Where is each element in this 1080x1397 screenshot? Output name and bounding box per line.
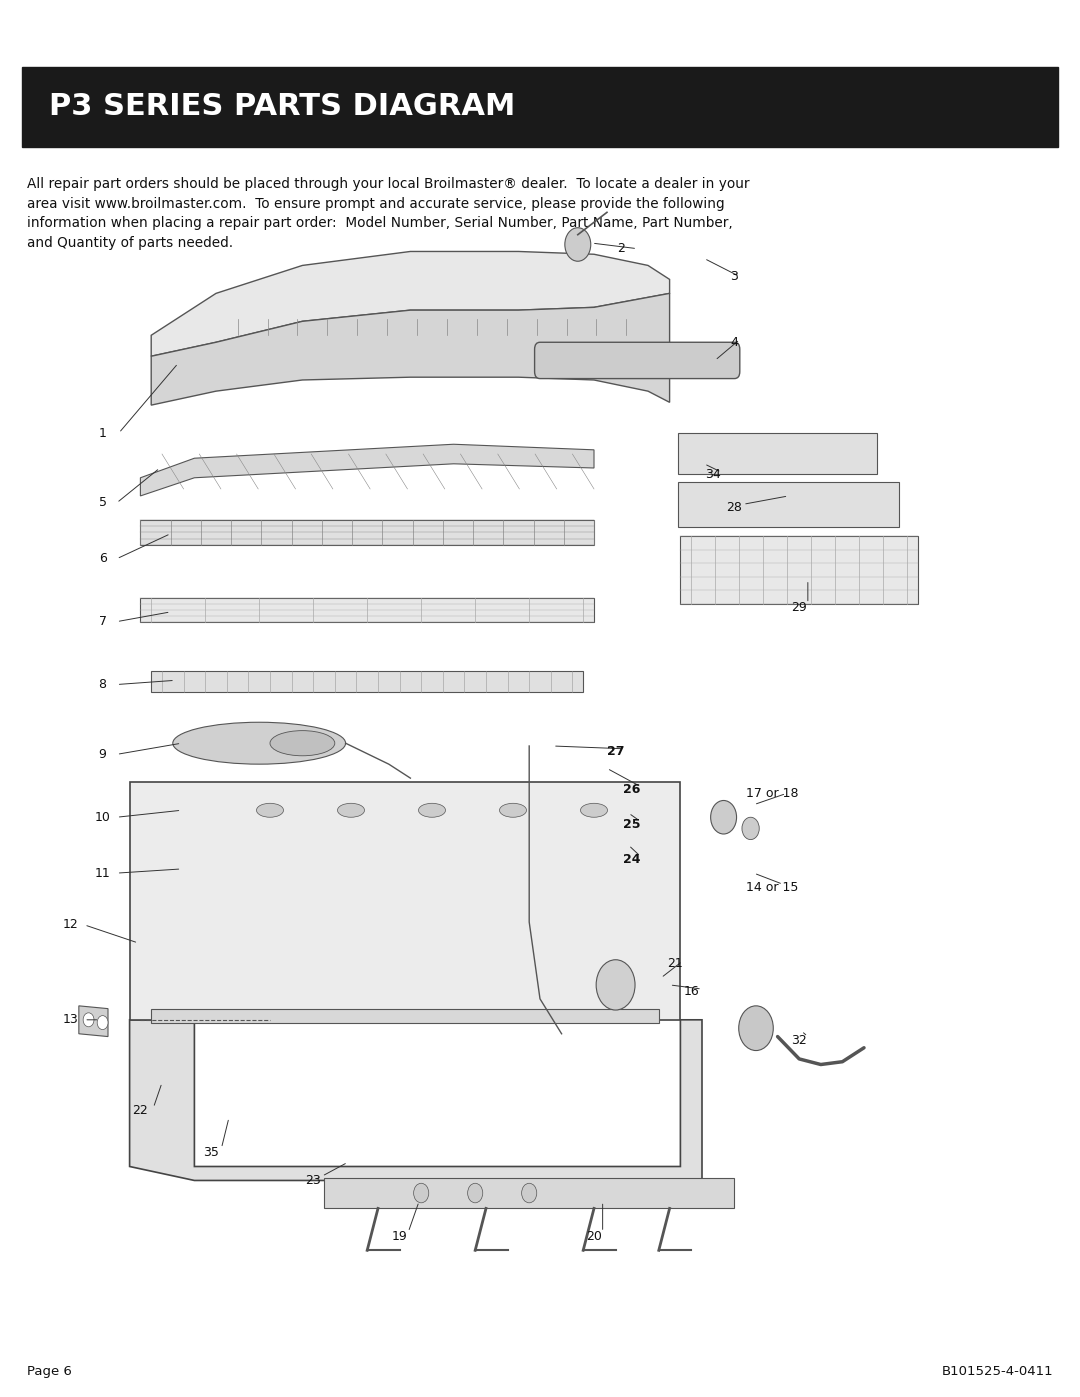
Text: 32: 32 xyxy=(792,1034,807,1048)
Circle shape xyxy=(522,1183,537,1203)
Circle shape xyxy=(711,800,737,834)
Text: 14 or 15: 14 or 15 xyxy=(746,880,798,894)
Polygon shape xyxy=(151,251,670,356)
Circle shape xyxy=(83,1013,94,1027)
Ellipse shape xyxy=(499,803,527,817)
Text: 8: 8 xyxy=(98,678,107,692)
Text: 27: 27 xyxy=(607,745,624,759)
Ellipse shape xyxy=(257,803,283,817)
Circle shape xyxy=(97,1016,108,1030)
Text: 35: 35 xyxy=(203,1146,218,1160)
Circle shape xyxy=(742,817,759,840)
Text: 11: 11 xyxy=(95,866,110,880)
Text: 29: 29 xyxy=(792,601,807,615)
Text: 9: 9 xyxy=(98,747,107,761)
Bar xyxy=(151,1009,659,1023)
Text: 7: 7 xyxy=(98,615,107,629)
Wedge shape xyxy=(565,228,591,261)
Text: 20: 20 xyxy=(586,1229,602,1243)
Bar xyxy=(140,520,594,545)
Text: 1: 1 xyxy=(98,426,107,440)
Polygon shape xyxy=(140,444,594,496)
Text: B101525-4-0411: B101525-4-0411 xyxy=(942,1365,1053,1379)
Bar xyxy=(151,671,583,692)
Text: 22: 22 xyxy=(133,1104,148,1118)
FancyBboxPatch shape xyxy=(130,782,680,1020)
Text: 4: 4 xyxy=(730,335,739,349)
Text: 34: 34 xyxy=(705,468,720,482)
Bar xyxy=(22,67,1058,147)
Text: 23: 23 xyxy=(306,1173,321,1187)
Text: P3 SERIES PARTS DIAGRAM: P3 SERIES PARTS DIAGRAM xyxy=(49,92,515,122)
Polygon shape xyxy=(130,1020,702,1180)
Text: 21: 21 xyxy=(667,957,683,971)
Bar xyxy=(140,598,594,622)
Text: 16: 16 xyxy=(684,985,699,999)
Bar xyxy=(680,536,918,604)
Polygon shape xyxy=(151,293,670,405)
Circle shape xyxy=(414,1183,429,1203)
Text: 12: 12 xyxy=(63,918,78,932)
Text: 2: 2 xyxy=(617,242,625,256)
Circle shape xyxy=(468,1183,483,1203)
Circle shape xyxy=(596,960,635,1010)
Text: 13: 13 xyxy=(63,1013,78,1027)
Text: 26: 26 xyxy=(623,782,640,796)
Text: 24: 24 xyxy=(623,852,640,866)
Text: 17 or 18: 17 or 18 xyxy=(746,787,798,800)
Ellipse shape xyxy=(270,731,335,756)
Text: 19: 19 xyxy=(392,1229,407,1243)
Text: 10: 10 xyxy=(95,810,110,824)
Text: All repair part orders should be placed through your local Broilmaster® dealer. : All repair part orders should be placed … xyxy=(27,177,750,250)
Text: 25: 25 xyxy=(623,817,640,831)
Polygon shape xyxy=(79,1006,108,1037)
Text: Page 6: Page 6 xyxy=(27,1365,72,1379)
FancyBboxPatch shape xyxy=(678,433,877,474)
Bar xyxy=(324,1178,734,1208)
Text: 28: 28 xyxy=(727,500,742,514)
Text: 6: 6 xyxy=(98,552,107,566)
Text: 3: 3 xyxy=(730,270,739,284)
Ellipse shape xyxy=(419,803,446,817)
Circle shape xyxy=(739,1006,773,1051)
Ellipse shape xyxy=(337,803,365,817)
FancyBboxPatch shape xyxy=(678,482,899,527)
Ellipse shape xyxy=(581,803,607,817)
Ellipse shape xyxy=(173,722,346,764)
FancyBboxPatch shape xyxy=(535,342,740,379)
Text: 5: 5 xyxy=(98,496,107,510)
